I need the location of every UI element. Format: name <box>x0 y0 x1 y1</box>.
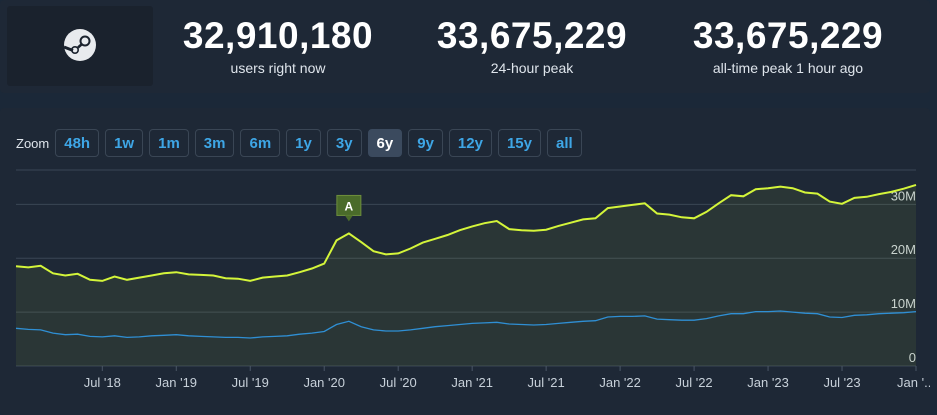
users-line <box>15 183 917 282</box>
logo-box[interactable] <box>7 6 153 86</box>
stats-bar: 32,910,180 users right now 33,675,229 24… <box>0 0 930 93</box>
all-time-peak-value: 33,675,229 <box>692 15 884 56</box>
zoom-button-6m[interactable]: 6m <box>240 129 281 157</box>
steam-logo-icon <box>63 29 96 61</box>
current-users-value: 32,910,180 <box>182 15 374 56</box>
zoom-button-6y[interactable]: 6y <box>367 129 403 157</box>
player-count-chart[interactable]: 0 10M 20M 30M Jul '18 Jan '19 Jul '19 Jan '20 Ju… <box>0 108 930 415</box>
zoom-button-3y[interactable]: 3y <box>326 129 362 157</box>
y-tick-label: 30M <box>891 188 916 203</box>
zoom-button-12y[interactable]: 12y <box>448 129 492 157</box>
in-game-line <box>15 310 917 339</box>
y-tick-label: 20M <box>891 242 916 257</box>
x-tick-label: Jul '22 <box>675 375 712 390</box>
zoom-button-1w[interactable]: 1w <box>105 129 144 157</box>
stat-current-users: 32,910,180 users right now <box>166 14 390 78</box>
stat-all-time-peak: 33,675,229 all-time peak 1 hour ago <box>676 14 900 78</box>
chart-card: Zoom 48h 1w 1m 3m 6m 1y 3y 6y 9y 12y 15y… <box>0 108 930 415</box>
y-tick-label: 0 <box>909 350 916 365</box>
x-tick-label: Jul '21 <box>528 375 565 390</box>
zoom-button-1y[interactable]: 1y <box>286 129 321 157</box>
zoom-button-1m[interactable]: 1m <box>149 129 189 157</box>
annotation-label: A <box>345 199 354 213</box>
x-tick-label: Jul '20 <box>380 375 417 390</box>
y-tick-label: 10M <box>891 296 916 311</box>
x-tick-label: Jan '19 <box>156 375 198 390</box>
zoom-button-9y[interactable]: 9y <box>408 129 443 157</box>
x-tick-label: Jan '21 <box>451 375 493 390</box>
zoom-button-48h[interactable]: 48h <box>55 129 100 157</box>
all-time-peak-label: all-time peak 1 hour ago <box>712 60 864 76</box>
zoom-button-3m[interactable]: 3m <box>194 129 235 157</box>
x-tick-label: Jan '22 <box>599 375 641 390</box>
current-users-label: users right now <box>230 60 326 76</box>
x-tick-label: Jul '19 <box>232 375 269 390</box>
zoom-label: Zoom <box>16 135 50 151</box>
x-tick-label: Jan '... <box>897 375 930 390</box>
x-tick-label: Jul '23 <box>823 375 860 390</box>
zoom-row: Zoom 48h 1w 1m 3m 6m 1y 3y 6y 9y 12y 15y… <box>16 128 588 158</box>
24h-peak-value: 33,675,229 <box>436 15 628 56</box>
annotation-pointer <box>344 215 353 222</box>
zoom-button-15y[interactable]: 15y <box>497 129 541 157</box>
zoom-button-all[interactable]: all <box>546 129 582 157</box>
x-tick-label: Jan '23 <box>747 375 789 390</box>
x-tick-label: Jan '20 <box>303 375 345 390</box>
24h-peak-label: 24-hour peak <box>490 60 574 76</box>
x-tick-label: Jul '18 <box>84 375 121 390</box>
stat-24h-peak: 33,675,229 24-hour peak <box>420 14 644 78</box>
